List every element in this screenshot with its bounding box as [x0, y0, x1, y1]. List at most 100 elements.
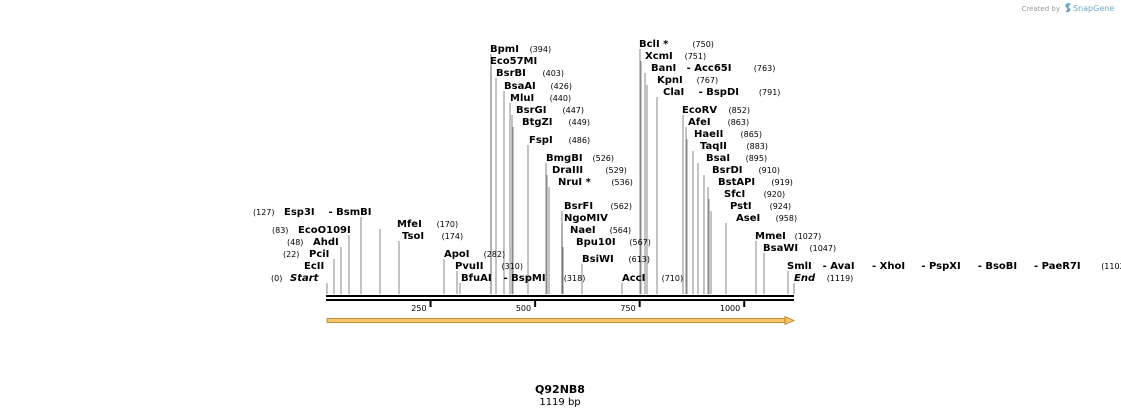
site-psti[interactable]: PstI (924) — [730, 201, 791, 212]
enzyme-name[interactable]: ApoI — [444, 249, 470, 260]
site-tsoi[interactable]: TsoI (174) — [402, 231, 463, 242]
enzyme-name[interactable]: End — [794, 273, 816, 284]
site-xcmi[interactable]: XcmI (751) — [645, 51, 706, 62]
site-pvuii[interactable]: PvuII (310) — [455, 261, 523, 272]
isoschizomer-name[interactable]: - BsmBI — [329, 207, 372, 218]
enzyme-name[interactable]: XcmI — [645, 51, 673, 62]
site-naei[interactable]: NaeI (564) — [570, 225, 631, 236]
site-apoi[interactable]: ApoI (282) — [444, 249, 505, 260]
site-bpmi[interactable]: BpmI (394) — [490, 44, 551, 55]
enzyme-name[interactable]: Esp3I — [284, 207, 315, 218]
feature-arrow[interactable] — [326, 315, 795, 326]
enzyme-name[interactable]: AseI — [736, 213, 760, 224]
enzyme-name[interactable]: EcoRV — [682, 105, 717, 116]
enzyme-name[interactable]: TsoI — [402, 231, 424, 242]
enzyme-name[interactable]: AccI — [622, 273, 645, 284]
enzyme-name[interactable]: BsrGI — [516, 105, 546, 116]
enzyme-name[interactable]: BclI * — [639, 39, 669, 50]
site-draiii[interactable]: DraIII (529) — [552, 165, 627, 176]
site-bani[interactable]: BanI - Acc65I (763) — [651, 63, 775, 74]
site-bsrdi[interactable]: BsrDI (910) — [712, 165, 780, 176]
enzyme-name[interactable]: PvuII — [455, 261, 483, 272]
site-afei[interactable]: AfeI (863) — [688, 117, 749, 128]
enzyme-name[interactable]: BanI — [651, 63, 676, 74]
enzyme-name[interactable]: BmgBI — [546, 153, 583, 164]
enzyme-name[interactable]: BsaI — [706, 153, 730, 164]
enzyme-name[interactable]: BtgZI — [522, 117, 553, 128]
isoschizomer-name[interactable]: - BspDI — [699, 87, 739, 98]
enzyme-name[interactable]: PstI — [730, 201, 752, 212]
site-eco57[interactable]: Eco57MI — [490, 56, 537, 67]
enzyme-name[interactable]: MfeI — [397, 219, 422, 230]
site-acci[interactable]: AccI (710) — [622, 273, 683, 284]
enzyme-name[interactable]: SfcI — [724, 189, 745, 200]
enzyme-name[interactable]: BsaWI — [763, 243, 798, 254]
site-nrui[interactable]: NruI * (536) — [558, 177, 633, 188]
site-taqii[interactable]: TaqII (883) — [700, 141, 768, 152]
site-clai[interactable]: ClaI - BspDI (791) — [663, 87, 780, 98]
site-smli[interactable]: SmlI - AvaI - XhoI - PspXI - BsoBI - PaeR7I (1… — [787, 261, 1121, 272]
enzyme-name[interactable]: BsrBI — [496, 68, 526, 79]
site-ahdi[interactable]: (48) AhdI — [287, 237, 339, 248]
enzyme-name[interactable]: FspI — [529, 135, 553, 146]
site-eco109[interactable]: (83) EcoO109I — [272, 225, 351, 236]
enzyme-name[interactable]: BsaAI — [504, 81, 536, 92]
enzyme-name[interactable]: AhdI — [313, 237, 339, 248]
site-pcii[interactable]: (22) PciI — [283, 249, 329, 260]
site-bsrfi[interactable]: BsrFI (562) — [564, 201, 632, 212]
feature-arrow-body[interactable] — [326, 318, 786, 323]
site-bsiwi[interactable]: BsiWI (613) — [582, 254, 650, 265]
site-asei[interactable]: AseI (958) — [736, 213, 797, 224]
enzyme-name[interactable]: Bpu10I — [576, 237, 616, 248]
enzyme-name[interactable]: MluI — [510, 93, 534, 104]
site-mmei[interactable]: MmeI (1027) — [755, 231, 821, 242]
enzyme-name[interactable]: SmlI — [787, 261, 812, 272]
enzyme-name[interactable]: TaqII — [700, 141, 727, 152]
site-bstapi[interactable]: BstAPI (919) — [718, 177, 793, 188]
enzyme-name[interactable]: BpmI — [490, 44, 519, 55]
enzyme-name[interactable]: DraIII — [552, 165, 583, 176]
enzyme-name[interactable]: BstAPI — [718, 177, 755, 188]
site-bsrgi[interactable]: BsrGI (447) — [516, 105, 584, 116]
site-fspi[interactable]: FspI (486) — [529, 135, 590, 146]
isoschizomer-name[interactable]: - Acc65I — [687, 63, 732, 74]
enzyme-name[interactable]: KpnI — [657, 75, 683, 86]
isoschizomer-name[interactable]: - AvaI — [823, 261, 855, 272]
enzyme-name[interactable]: Eco57MI — [490, 56, 537, 67]
enzyme-name[interactable]: ClaI — [663, 87, 684, 98]
isoschizomer-name[interactable]: - PspXI — [921, 261, 960, 272]
site-bsawi[interactable]: BsaWI (1047) — [763, 243, 836, 254]
enzyme-name[interactable]: EcII — [304, 261, 324, 272]
isoschizomer-name[interactable]: - PaeR7I — [1034, 261, 1081, 272]
isoschizomer-name[interactable]: - BsoBI — [978, 261, 1017, 272]
enzyme-name[interactable]: NgoMIV — [564, 213, 608, 224]
feature-arrow-head[interactable] — [784, 315, 795, 326]
isoschizomer-name[interactable]: - BspMI — [504, 273, 546, 284]
enzyme-name[interactable]: AfeI — [688, 117, 711, 128]
site-esp3i[interactable]: (127) Esp3I - BsmBI — [253, 207, 371, 218]
site-bsrbi[interactable]: BsrBI (403) — [496, 68, 564, 79]
site-end[interactable]: End (1119) — [794, 273, 853, 284]
enzyme-name[interactable]: MmeI — [755, 231, 786, 242]
site-bfuai[interactable]: BfuAI - BspMI (318) — [461, 273, 585, 284]
enzyme-name[interactable]: NaeI — [570, 225, 596, 236]
enzyme-name[interactable]: NruI * — [558, 177, 592, 188]
site-ngomiv[interactable]: NgoMIV — [564, 213, 608, 224]
site-mfei[interactable]: MfeI (170) — [397, 219, 458, 230]
isoschizomer-name[interactable]: - XhoI — [872, 261, 905, 272]
enzyme-name[interactable]: BfuAI — [461, 273, 492, 284]
site-kpni[interactable]: KpnI (767) — [657, 75, 718, 86]
site-sfci[interactable]: SfcI (920) — [724, 189, 785, 200]
enzyme-name[interactable]: BsrDI — [712, 165, 743, 176]
site-haeii[interactable]: HaeII (865) — [694, 129, 762, 140]
site-mlui[interactable]: MluI (440) — [510, 93, 571, 104]
site-bpu10i[interactable]: Bpu10I (567) — [576, 237, 651, 248]
site-bsaai[interactable]: BsaAI (426) — [504, 81, 572, 92]
site-bsai[interactable]: BsaI (895) — [706, 153, 767, 164]
enzyme-name[interactable]: BsiWI — [582, 254, 614, 265]
site-ecorv[interactable]: EcoRV (852) — [682, 105, 750, 116]
enzyme-name[interactable]: BsrFI — [564, 201, 593, 212]
enzyme-name[interactable]: EcoO109I — [298, 225, 351, 236]
enzyme-name[interactable]: HaeII — [694, 129, 723, 140]
